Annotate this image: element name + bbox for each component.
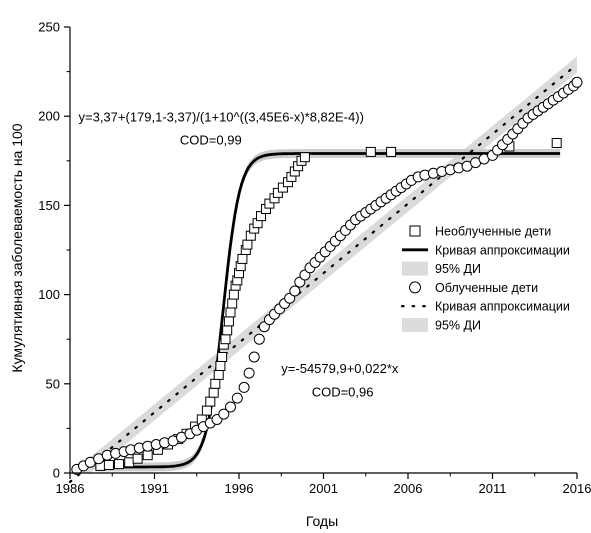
point-irradiated <box>225 401 236 413</box>
point-unirradiated <box>242 239 253 250</box>
x-tick-label: 2011 <box>479 481 507 496</box>
fit-equation-annotation: COD=0,99 <box>180 133 242 148</box>
legend-label: Кривая аппроксимации <box>435 300 570 314</box>
point-irradiated <box>243 367 255 379</box>
point-unirradiated <box>277 182 288 193</box>
point-unirradiated <box>114 459 124 470</box>
x-tick-label: 1991 <box>140 481 169 496</box>
y-tick-label: 100 <box>38 287 60 302</box>
point-unirradiated <box>386 146 397 157</box>
point-unirradiated <box>132 453 143 464</box>
y-axis-label: Кумулятивная заболеваемость на 100 <box>9 123 25 372</box>
legend: Необлученные дети Кривая аппроксимации 95%… <box>400 225 570 333</box>
x-tick-label: 1996 <box>225 481 254 496</box>
y-tick-label: 50 <box>46 376 60 391</box>
data-points <box>71 76 583 475</box>
point-unirradiated <box>227 298 238 309</box>
y-tick-label: 0 <box>53 466 60 481</box>
point-irradiated <box>571 76 583 88</box>
y-tick-label: 250 <box>38 20 60 35</box>
point-unirradiated <box>237 253 248 264</box>
point-unirradiated <box>213 369 224 380</box>
point-unirradiated <box>299 152 310 163</box>
point-unirradiated <box>220 334 231 345</box>
point-unirradiated <box>208 387 219 398</box>
y-tick-label: 200 <box>38 109 60 124</box>
fit-equation-annotation: y=-54579,9+0,022*x <box>281 361 399 376</box>
point-unirradiated <box>124 457 135 468</box>
point-unirradiated <box>223 316 234 327</box>
legend-label: Облученные дети <box>435 281 538 295</box>
axes: 1986 1991 1996 2001 2006 2011 2016 0 50 100 150 200… <box>38 20 591 497</box>
point-unirradiated <box>201 405 212 416</box>
x-tick-label: 2016 <box>563 481 591 496</box>
point-unirradiated <box>225 307 236 318</box>
y-tick-label: 150 <box>38 198 60 213</box>
point-irradiated <box>253 333 265 345</box>
point-irradiated <box>248 351 260 363</box>
point-irradiated <box>231 392 243 404</box>
linear-fit-confidence-band <box>70 56 577 474</box>
fit-equation-annotation: y=3,37+(179,1-3,37)/(1+10^((3,45E6-x)*8,… <box>79 110 364 125</box>
legend-label: Необлученные дети <box>435 225 551 239</box>
legend-band-swatch <box>402 318 428 332</box>
logistic-fit-curve <box>95 152 561 469</box>
point-irradiated <box>238 381 250 393</box>
point-irradiated <box>289 285 301 297</box>
point-unirradiated <box>264 198 275 209</box>
point-unirradiated <box>210 378 221 389</box>
point-irradiated <box>218 408 230 420</box>
point-unirradiated <box>365 146 376 157</box>
x-tick-label: 2006 <box>394 481 423 496</box>
fit-equation-annotation: COD=0,96 <box>312 384 374 399</box>
point-unirradiated <box>103 460 114 470</box>
point-unirradiated <box>228 289 239 300</box>
point-unirradiated <box>217 352 228 362</box>
point-unirradiated <box>222 325 233 336</box>
legend-square-marker <box>409 225 421 237</box>
x-axis-label: Годы <box>306 513 338 529</box>
legend-label: Кривая аппроксимации <box>435 243 570 257</box>
x-tick-label: 1986 <box>56 481 85 496</box>
point-unirradiated <box>205 396 216 407</box>
fit-curves <box>68 63 579 483</box>
annotations: y=3,37+(179,1-3,37)/(1+10^((3,45E6-x)*8,… <box>79 110 399 400</box>
point-unirradiated <box>142 450 153 461</box>
point-unirradiated <box>215 361 226 371</box>
legend-label: 95% ДИ <box>435 319 481 333</box>
x-tick-label: 2001 <box>309 481 338 496</box>
legend-circle-marker <box>409 281 421 294</box>
legend-band-swatch <box>402 261 428 276</box>
point-unirradiated <box>551 138 562 148</box>
confidence-bands <box>70 56 577 474</box>
linear-fit-line <box>68 63 579 483</box>
legend-label: 95% ДИ <box>435 262 481 276</box>
